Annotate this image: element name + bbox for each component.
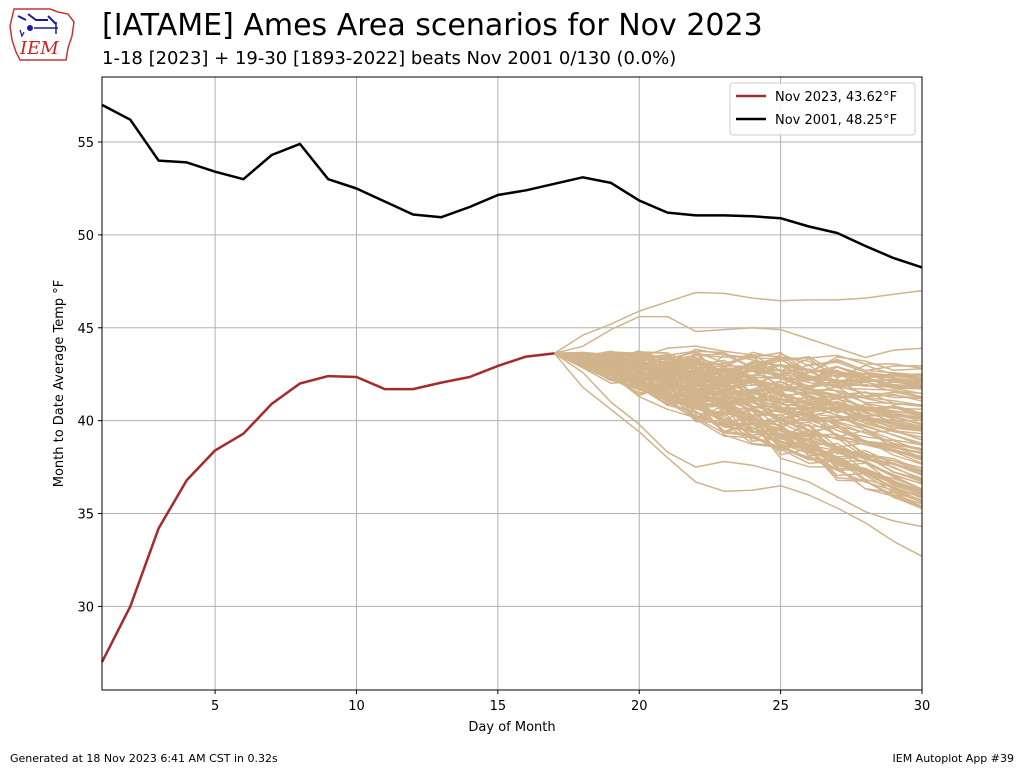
- axis-ticks: 5 10 15 20 25 30 30 35 40 45 50 55: [77, 136, 930, 714]
- plot-frame: [101, 76, 923, 691]
- scenario-line: [553, 352, 923, 557]
- y-tick-label: 35: [77, 508, 94, 523]
- scenario-line: [554, 352, 923, 402]
- scenario-line: [554, 352, 923, 431]
- scenario-line: [554, 352, 923, 415]
- x-tick-label: 15: [490, 699, 507, 714]
- legend-box: [729, 82, 916, 136]
- iem-logo: IEM: [9, 8, 75, 61]
- x-tick-label: 25: [772, 699, 789, 714]
- legend: Nov 2023, 43.62°F Nov 2001, 48.25°F: [729, 82, 916, 136]
- y-tick-label: 45: [77, 322, 94, 337]
- y-tick-label: 50: [77, 229, 94, 244]
- scenario-line: [554, 352, 923, 381]
- legend-label-nov2001: Nov 2001, 48.25°F: [775, 113, 897, 128]
- y-tick-label: 30: [77, 600, 94, 615]
- chart-title: [IATAME] Ames Area scenarios for Nov 202…: [102, 8, 763, 43]
- y-tick-label: 55: [77, 136, 94, 151]
- series-lines: [100, 103, 923, 663]
- scenario-line: [554, 352, 923, 507]
- scenario-lines: [553, 289, 923, 557]
- x-tick-label: 10: [348, 699, 365, 714]
- x-tick-label: 20: [631, 699, 648, 714]
- scenario-line: [554, 352, 923, 508]
- legend-label-nov2023: Nov 2023, 43.62°F: [775, 90, 897, 105]
- scenario-line: [554, 352, 923, 455]
- y-axis-label: Month to Date Average Temp °F: [52, 280, 67, 488]
- scenario-line: [554, 352, 923, 495]
- scenario-line: [554, 315, 923, 359]
- x-tick-label: 5: [211, 699, 219, 714]
- series-line-nov2001: [101, 103, 923, 269]
- scenario-line: [553, 352, 923, 528]
- scenario-line: [554, 352, 923, 446]
- scenario-line: [554, 352, 923, 492]
- logo-text: IEM: [19, 38, 59, 59]
- y-tick-label: 40: [77, 415, 94, 430]
- scenario-line: [553, 289, 923, 355]
- chart-subtitle: 1-18 [2023] + 19-30 [1893-2022] beats No…: [102, 48, 677, 69]
- app-credit: IEM Autoplot App #39: [892, 752, 1015, 765]
- x-axis-label: Day of Month: [468, 720, 555, 735]
- x-tick-label: 30: [914, 699, 931, 714]
- grid-lines: [102, 77, 923, 690]
- generated-timestamp: Generated at 18 Nov 2023 6:41 AM CST in …: [10, 752, 278, 765]
- scenario-line: [554, 351, 923, 379]
- series-line-nov2023: [100, 352, 555, 663]
